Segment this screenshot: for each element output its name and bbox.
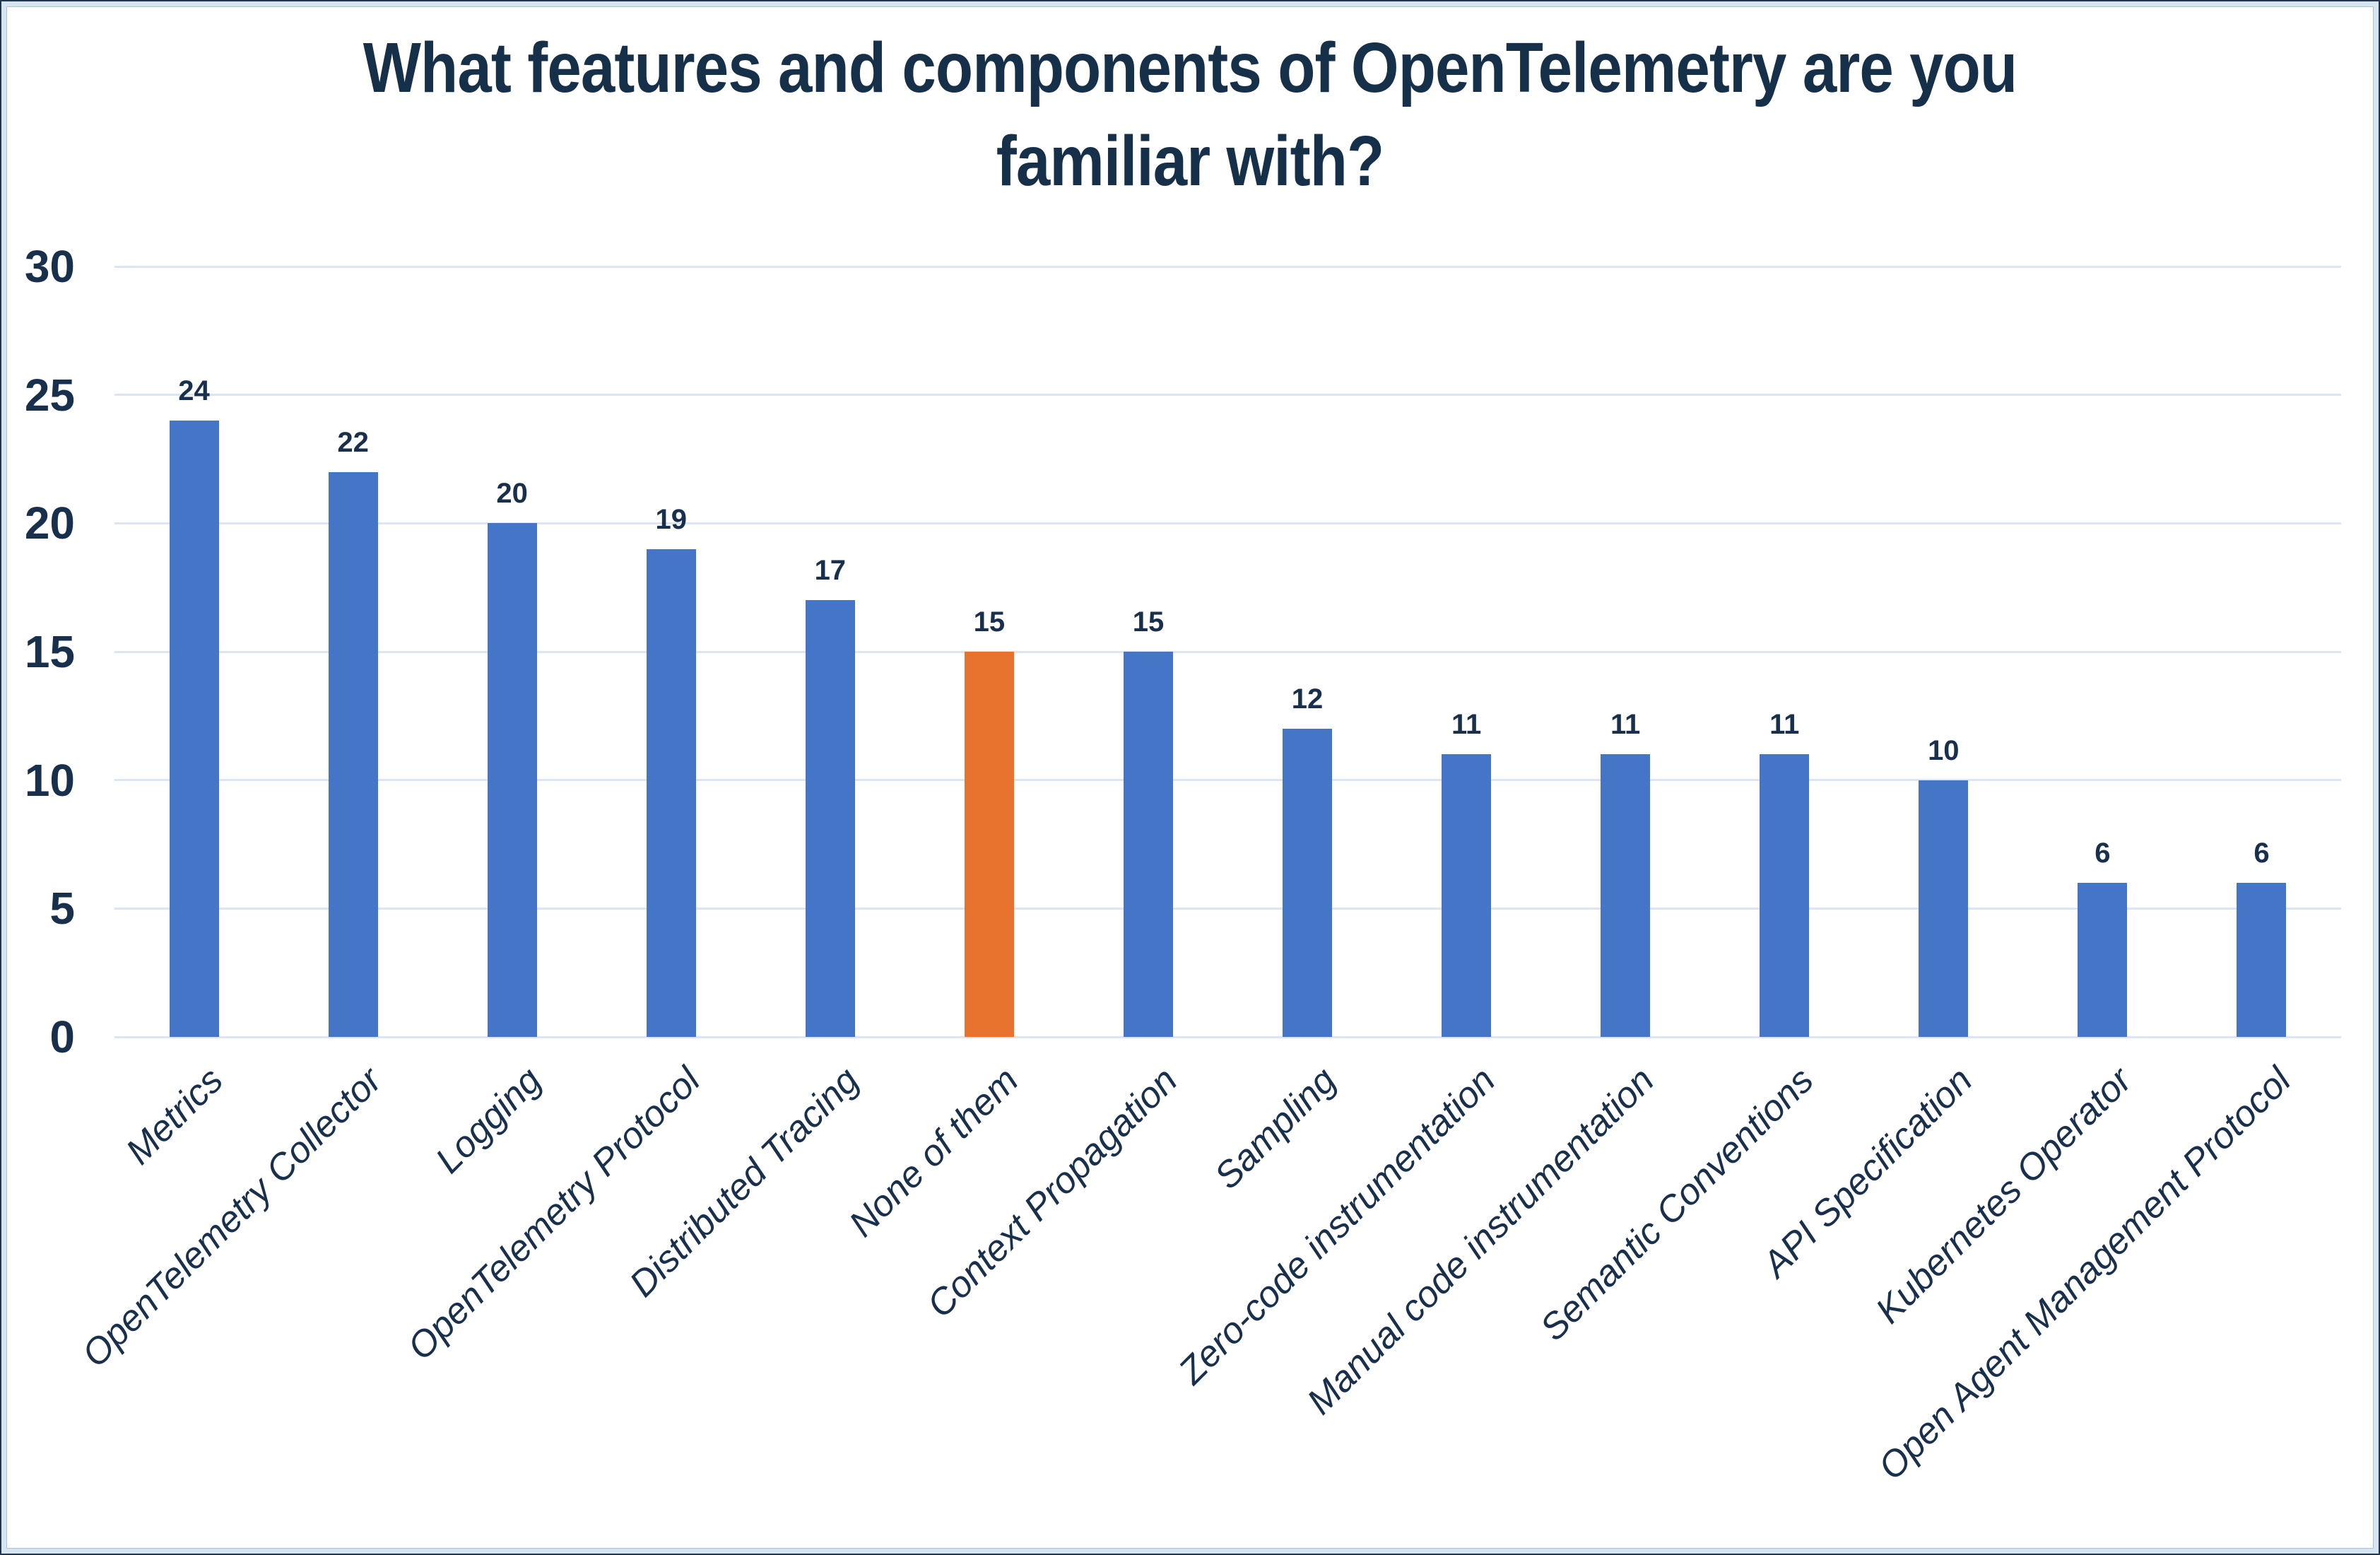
bar-none-of-them xyxy=(964,652,1014,1037)
x-axis-category-label-zero-code-instrumentation: Zero-code instrumentation xyxy=(1171,1060,1504,1392)
x-axis-category-label-manual-code-instrumentation: Manual code instrumentation xyxy=(1300,1060,1663,1423)
bar-opentelemetry-protocol xyxy=(646,548,696,1037)
bar-value-label-manual-code-instrumentation: 11 xyxy=(1610,709,1641,741)
bar-value-label-semantic-conventions: 11 xyxy=(1769,709,1800,741)
y-axis-tick-label-25: 25 xyxy=(24,369,75,421)
bar-manual-code-instrumentation xyxy=(1601,754,1651,1037)
gridline-15 xyxy=(114,650,2341,653)
bar-value-label-kubernetes-operator: 6 xyxy=(2095,838,2111,869)
bar-value-label-distributed-tracing: 17 xyxy=(814,555,847,587)
bar-distributed-tracing xyxy=(805,600,855,1037)
bar-context-propagation xyxy=(1123,652,1173,1037)
gridline-30 xyxy=(114,265,2341,268)
x-axis-category-label-logging: Logging xyxy=(428,1060,549,1182)
bar-value-label-opentelemetry-collector: 22 xyxy=(337,426,369,458)
bar-kubernetes-operator xyxy=(2078,883,2128,1037)
gridline-10 xyxy=(114,779,2341,782)
chart-title-line-2: familiar with? xyxy=(996,122,1384,201)
gridline-25 xyxy=(114,394,2341,397)
bar-value-label-open-agent-management-protocol: 6 xyxy=(2254,838,2270,869)
bar-value-label-zero-code-instrumentation: 11 xyxy=(1451,709,1482,741)
bar-metrics xyxy=(169,421,219,1037)
x-axis-category-label-semantic-conventions: Semantic Conventions xyxy=(1532,1060,1822,1349)
bar-value-label-metrics: 24 xyxy=(178,375,210,406)
bar-value-label-sampling: 12 xyxy=(1291,683,1324,715)
bar-opentelemetry-collector xyxy=(328,471,378,1037)
y-axis-tick-label-10: 10 xyxy=(24,754,75,806)
bar-value-label-none-of-them: 15 xyxy=(973,606,1006,638)
y-axis-tick-label-15: 15 xyxy=(24,626,75,677)
gridline-20 xyxy=(114,522,2341,524)
y-axis-tick-label-0: 0 xyxy=(49,1011,75,1062)
gridline-5 xyxy=(114,907,2341,910)
bar-value-label-api-specification: 10 xyxy=(1928,734,1960,766)
x-axis-category-label-opentelemetry-protocol: OpenTelemetry Protocol xyxy=(399,1060,709,1368)
bar-value-label-logging: 20 xyxy=(496,478,528,510)
x-axis-category-label-sampling: Sampling xyxy=(1207,1060,1345,1197)
y-axis-tick-label-30: 30 xyxy=(24,241,75,292)
bar-api-specification xyxy=(1919,780,1969,1037)
y-axis-tick-label-5: 5 xyxy=(49,883,75,934)
bar-zero-code-instrumentation xyxy=(1442,754,1492,1037)
bar-semantic-conventions xyxy=(1760,754,1810,1037)
bar-value-label-opentelemetry-protocol: 19 xyxy=(655,503,688,535)
x-axis-category-label-opentelemetry-collector: OpenTelemetry Collector xyxy=(74,1060,390,1375)
chart-title-line-1: What features and components of OpenTele… xyxy=(363,28,2017,107)
x-axis-category-label-metrics: Metrics xyxy=(118,1060,231,1173)
chart-title: What features and components of OpenTele… xyxy=(1,21,2379,208)
bar-open-agent-management-protocol xyxy=(2237,883,2287,1037)
gridline-0 xyxy=(114,1035,2341,1038)
bar-logging xyxy=(487,523,537,1037)
bar-sampling xyxy=(1283,729,1333,1037)
y-axis-tick-label-20: 20 xyxy=(24,498,75,549)
bar-value-label-context-propagation: 15 xyxy=(1132,606,1165,638)
